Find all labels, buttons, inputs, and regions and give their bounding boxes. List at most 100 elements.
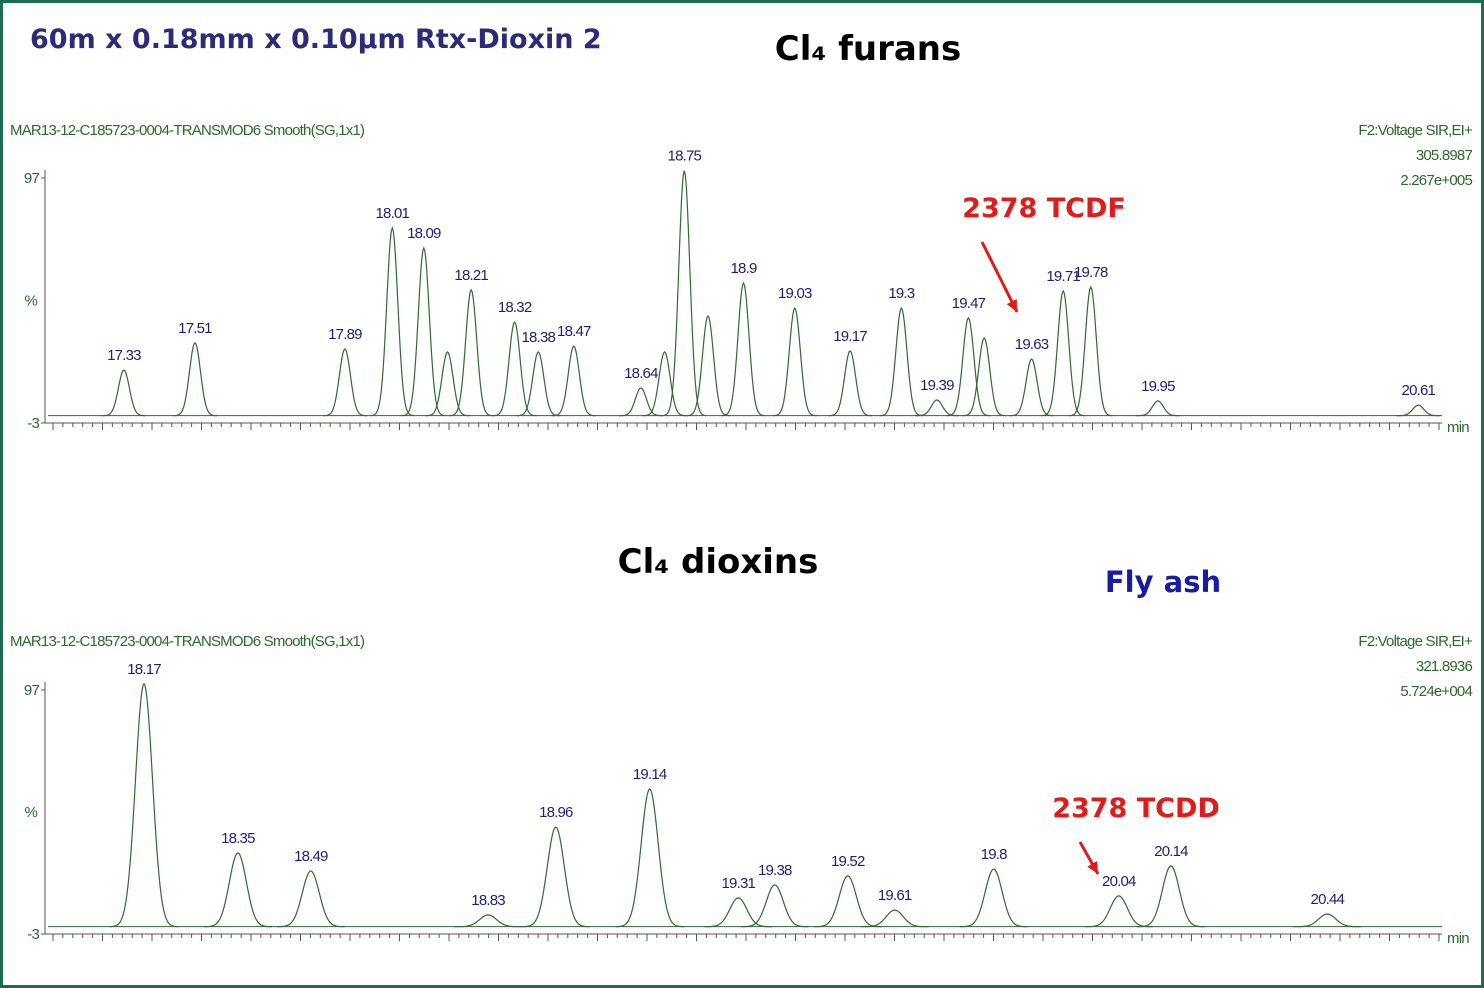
annotation-arrowhead <box>1087 861 1098 874</box>
peak <box>1041 289 1086 417</box>
header-right: 305.8987 <box>1416 147 1473 164</box>
peak-label: 19.38 <box>758 862 792 879</box>
x-axis-label: min <box>1447 930 1469 947</box>
peak <box>772 306 817 417</box>
peak <box>879 306 924 417</box>
peak <box>322 348 367 417</box>
peak-label: 18.38 <box>522 329 556 346</box>
peak <box>662 170 707 417</box>
peak-label: 18.83 <box>471 892 505 909</box>
annotation: 2378 TCDD <box>1052 793 1220 824</box>
peak-label: 19.8 <box>981 846 1007 863</box>
peak-label: 18.21 <box>454 267 488 284</box>
peak-label: 20.61 <box>1402 382 1436 399</box>
peak-label: 18.96 <box>539 804 573 821</box>
peak <box>813 875 882 928</box>
peak-label: 18.01 <box>376 205 410 222</box>
peak-label: 17.89 <box>328 326 362 343</box>
peak <box>828 350 873 417</box>
header-left: MAR13-12-C185723-0004-TRANSMOD6 Smooth(S… <box>10 633 365 650</box>
peak-label: 19.31 <box>722 875 756 892</box>
chart-title: Cl₄ furans <box>775 29 962 69</box>
peak <box>425 351 470 417</box>
peak-label: 18.47 <box>557 323 591 340</box>
peak-label: 20.44 <box>1311 891 1345 908</box>
annotation: 2378 TCDF <box>962 193 1126 224</box>
peak <box>618 387 663 417</box>
peak <box>449 288 494 417</box>
y-tick-label: -3 <box>27 926 39 943</box>
peak <box>959 868 1028 928</box>
header-right: F2:Voltage SIR,EI+ <box>1358 122 1473 139</box>
peak-label: 19.17 <box>833 328 867 345</box>
peak-label: 19.47 <box>952 295 986 312</box>
annotation-arrow <box>980 241 1019 313</box>
peak <box>101 369 146 417</box>
peak-label: 19.14 <box>633 766 667 783</box>
peak-label: 19.3 <box>888 285 914 302</box>
peak-label: 20.04 <box>1102 873 1136 890</box>
sample-label: Fly ash <box>1105 565 1221 599</box>
peak <box>642 351 687 417</box>
chart-title: Cl₄ dioxins <box>618 542 819 582</box>
peak <box>370 226 415 417</box>
header-right: 321.8936 <box>1416 658 1473 675</box>
peak <box>962 337 1007 417</box>
peak <box>686 314 730 417</box>
y-axis-label: % <box>24 293 37 310</box>
header-right: 2.267e+005 <box>1400 172 1472 189</box>
peak-label: 18.35 <box>221 830 255 847</box>
peak <box>1084 895 1153 928</box>
peak <box>551 345 596 417</box>
y-tick-label: 97 <box>24 682 40 699</box>
peak <box>401 246 446 417</box>
peak <box>203 852 272 928</box>
peak-label: 17.33 <box>107 347 141 364</box>
peak <box>276 870 345 928</box>
peak <box>860 909 929 928</box>
peak <box>704 897 773 928</box>
peak-label: 19.71 <box>1046 268 1080 285</box>
peak <box>1293 913 1362 928</box>
x-axis-label: min <box>1447 419 1469 436</box>
annotation-arrowhead <box>1006 299 1017 312</box>
column-label: 60m x 0.18mm x 0.10µm Rtx-Dioxin 2 <box>30 24 602 55</box>
peak <box>110 682 178 928</box>
peak <box>521 826 590 928</box>
peak-label: 18.9 <box>731 260 757 277</box>
peak <box>1396 404 1441 417</box>
peak-label: 18.32 <box>498 299 532 316</box>
peak-label: 18.75 <box>668 148 702 165</box>
peak-label: 18.49 <box>294 848 328 865</box>
peak <box>1136 865 1205 928</box>
peak-label: 19.95 <box>1141 378 1175 395</box>
peak <box>516 351 561 417</box>
header-right: F2:Voltage SIR,EI+ <box>1358 633 1473 650</box>
peak-label: 19.03 <box>778 285 812 302</box>
header-left: MAR13-12-C185723-0004-TRANSMOD6 Smooth(S… <box>10 122 365 139</box>
peak-label: 18.17 <box>127 661 161 678</box>
peak-label: 17.51 <box>178 320 212 337</box>
peak <box>492 321 537 417</box>
peak-label: 19.61 <box>878 887 912 904</box>
peak-label: 19.52 <box>831 853 865 870</box>
peak <box>615 788 684 928</box>
header-right: 5.724e+004 <box>1400 683 1472 700</box>
peak <box>946 316 991 417</box>
peak-label: 19.39 <box>920 377 954 394</box>
peak <box>1068 285 1113 417</box>
peak-label: 18.64 <box>624 365 658 382</box>
peak-label: 19.63 <box>1015 336 1049 353</box>
peak <box>740 884 809 928</box>
peak <box>1135 400 1180 417</box>
y-tick-label: 97 <box>24 170 40 187</box>
y-axis-label: % <box>24 804 37 821</box>
y-tick-label: -3 <box>27 415 39 432</box>
peak <box>721 281 766 417</box>
peak-label: 20.14 <box>1154 843 1188 860</box>
peak-label: 18.09 <box>407 225 441 242</box>
peak <box>173 341 217 417</box>
